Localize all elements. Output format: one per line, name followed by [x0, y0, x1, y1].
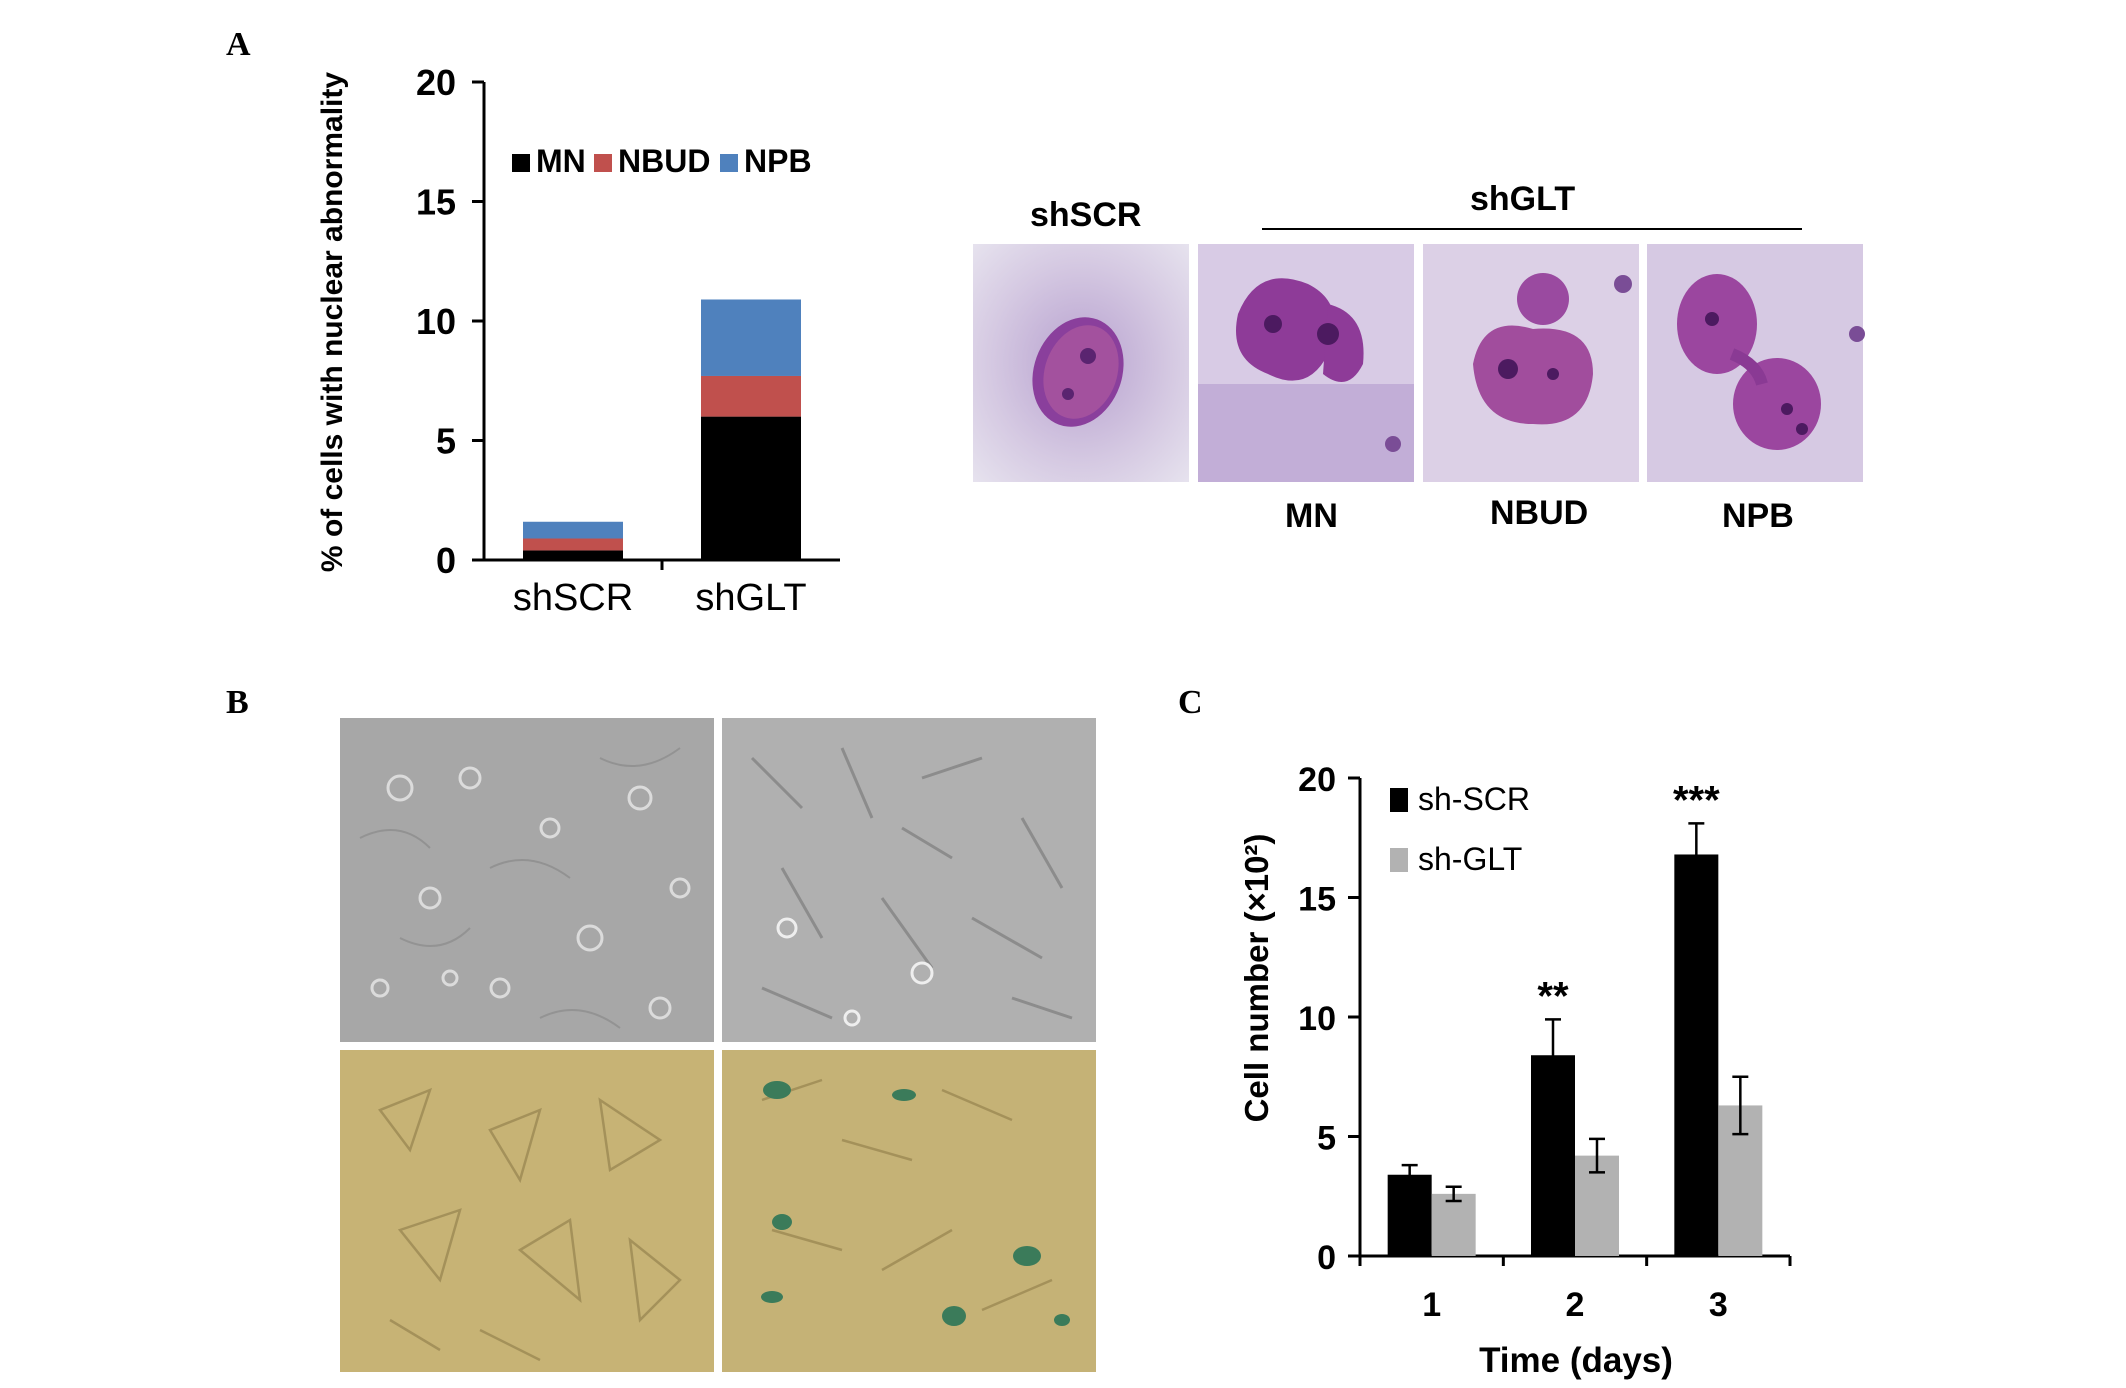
- legend-swatch-sh-glt: [1390, 848, 1408, 872]
- micrograph-mn: [1198, 244, 1414, 482]
- y-tick-label: 15: [416, 182, 456, 223]
- bar-sh-scr-day-3: [1674, 854, 1719, 1256]
- y-tick-label: 5: [436, 421, 456, 462]
- bar-sh-glt-day-1: [1431, 1193, 1476, 1256]
- phase-contrast-image-shscr: [340, 718, 714, 1042]
- x-tick-label: shGLT: [695, 577, 806, 619]
- chart-bars: [1387, 822, 1763, 1256]
- bar-sh-scr-day-1: [1387, 1174, 1432, 1256]
- significance-marker: ***: [1673, 778, 1720, 822]
- legend-swatch-nbud: [594, 154, 612, 172]
- micrograph-label-shscr: shSCR: [1030, 196, 1142, 234]
- y-tick-label: 0: [1317, 1239, 1336, 1277]
- bar-mn-shscr: [523, 550, 623, 560]
- legend-swatch-mn: [512, 154, 530, 172]
- legend-swatch-npb: [720, 154, 738, 172]
- micrograph-caption-nbud: NBUD: [1490, 494, 1589, 532]
- sa-beta-gal-stain-image-shglt: [722, 1050, 1096, 1372]
- panel-label-c: C: [1178, 684, 1203, 721]
- y-axis-label: % of cells with nuclear abnormality: [316, 72, 349, 572]
- significance-marker: **: [1537, 974, 1569, 1018]
- micrograph-nbud: [1423, 244, 1639, 482]
- y-tick-label: 10: [416, 301, 456, 342]
- legend-label-mn: MN: [536, 143, 586, 179]
- panel-label-a: A: [226, 26, 251, 63]
- micrograph-npb: [1647, 244, 1865, 482]
- x-tick-label: shSCR: [513, 577, 633, 619]
- chart-bars: [523, 299, 801, 560]
- bar-nbud-shscr: [523, 538, 623, 551]
- chart-legend: sh-SCR sh-GLT: [1390, 781, 1530, 877]
- sa-beta-gal-stain-image-shscr: [340, 1050, 714, 1372]
- legend-label-nbud: NBUD: [618, 143, 710, 179]
- y-axis-label: Cell number (×10²): [1238, 834, 1275, 1123]
- micrograph-caption-mn: MN: [1285, 497, 1338, 535]
- x-tick-label: 2: [1566, 1286, 1585, 1324]
- legend-label-sh-glt: sh-GLT: [1418, 841, 1522, 877]
- legend-swatch-sh-scr: [1390, 788, 1408, 812]
- bar-nbud-shglt: [701, 375, 801, 417]
- chart-legend: MN NBUD NPB: [512, 143, 812, 179]
- legend-label-npb: NPB: [744, 143, 812, 179]
- legend-label-sh-scr: sh-SCR: [1418, 781, 1530, 817]
- phase-contrast-image-shglt: [722, 718, 1096, 1042]
- micrograph-group-label: shGLT: [1470, 180, 1576, 218]
- panel-label-b: B: [226, 684, 249, 721]
- micrograph-shscr: [973, 244, 1189, 482]
- x-tick-label: 3: [1709, 1286, 1728, 1324]
- bar-npb-shglt: [701, 299, 801, 376]
- group-divider-line: [1262, 228, 1802, 230]
- y-tick-label: 0: [436, 540, 456, 581]
- y-tick-label: 10: [1298, 1000, 1336, 1038]
- x-tick-label: 1: [1422, 1286, 1441, 1324]
- chart-axes: 0 5 10 15 20 shSCR shGLT: [416, 62, 840, 619]
- bar-npb-shscr: [523, 521, 623, 539]
- y-tick-label: 20: [1298, 761, 1336, 799]
- y-tick-label: 20: [416, 62, 456, 103]
- micrograph-caption-npb: NPB: [1722, 497, 1794, 535]
- x-axis-label: Time (days): [1479, 1341, 1673, 1380]
- y-tick-label: 5: [1317, 1120, 1336, 1158]
- y-tick-label: 15: [1298, 881, 1336, 919]
- bar-mn-shglt: [701, 416, 801, 560]
